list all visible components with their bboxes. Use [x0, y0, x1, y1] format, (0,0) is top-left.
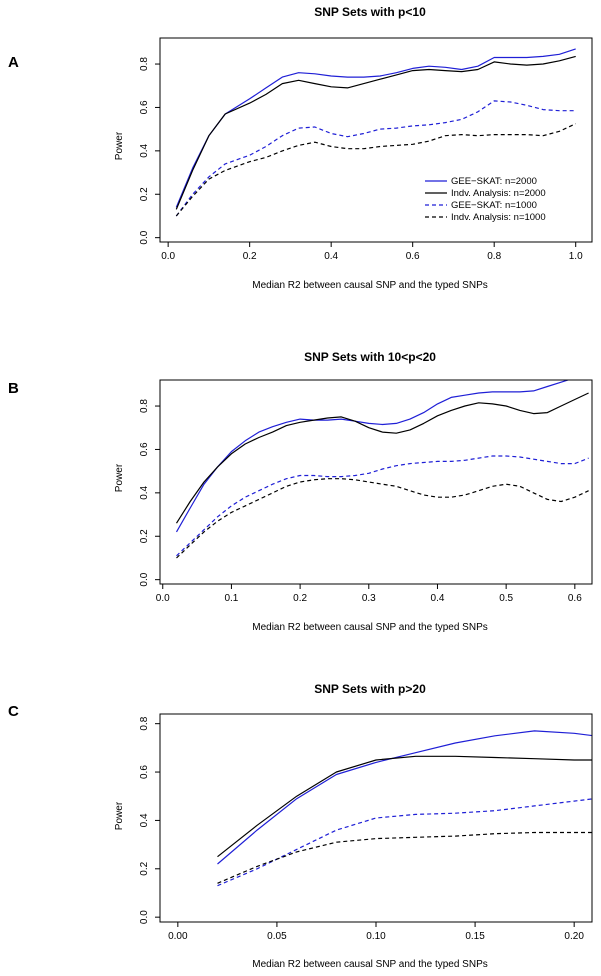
panel-c-plot-area — [217, 730, 592, 887]
x-tick-label: 0.10 — [366, 931, 386, 942]
series-line-gee-skat-1000 — [176, 455, 589, 557]
x-tick-label: 0.8 — [487, 251, 501, 262]
panel-label-c: C — [8, 703, 19, 720]
series-line-indv-analysis-1000 — [176, 478, 589, 559]
x-tick-label: 0.6 — [568, 593, 582, 604]
y-tick-label: 0.0 — [139, 910, 150, 924]
legend-label-gee-skat-2000: GEE−SKAT: n=2000 — [451, 176, 537, 187]
x-tick-label: 0.2 — [293, 593, 307, 604]
y-tick-label: 0.0 — [139, 572, 150, 586]
y-tick-label: 0.0 — [139, 230, 150, 244]
panel-a-plot-area — [175, 48, 576, 217]
x-tick-label: 0.0 — [156, 593, 170, 604]
x-tick-label: 0.6 — [406, 251, 420, 262]
y-tick-label: 0.4 — [139, 813, 150, 827]
panel-b-plot-area — [175, 380, 589, 559]
x-tick-label: 0.20 — [564, 931, 584, 942]
y-tick-label: 0.8 — [139, 399, 150, 413]
panel-a-y-axis-label: Power — [114, 131, 125, 160]
panel-a-legend: GEE−SKAT: n=2000 Indv. Analysis: n=2000 … — [425, 176, 546, 223]
panel-b-title: SNP Sets with 10<p<20 — [304, 350, 436, 364]
x-tick-label: 0.0 — [161, 251, 175, 262]
x-tick-label: 0.1 — [224, 593, 238, 604]
panel-a-title: SNP Sets with p<10 — [314, 5, 426, 19]
y-tick-label: 0.4 — [139, 143, 150, 157]
series-line-indv-analysis-2000 — [175, 392, 589, 524]
panel-label-b: B — [8, 380, 19, 397]
panel-b-y-axis-label: Power — [114, 463, 125, 492]
y-tick-label: 0.8 — [139, 716, 150, 730]
series-line-gee-skat-1000 — [217, 798, 592, 887]
series-line-gee-skat-2000 — [175, 48, 576, 208]
legend-label-indv-analysis-2000: Indv. Analysis: n=2000 — [451, 188, 546, 199]
legend-label-indv-analysis-1000: Indv. Analysis: n=1000 — [451, 212, 546, 223]
panel-b-frame — [159, 379, 593, 585]
x-tick-label: 0.4 — [431, 593, 445, 604]
y-tick-label: 0.6 — [139, 765, 150, 779]
x-tick-label: 0.3 — [362, 593, 376, 604]
series-line-indv-analysis-1000 — [175, 123, 576, 217]
x-tick-label: 0.2 — [243, 251, 257, 262]
panel-label-a: A — [8, 54, 19, 71]
y-tick-label: 0.2 — [139, 529, 150, 543]
panel-c-frame — [159, 713, 593, 923]
panel-b: B SNP Sets with 10<p<20 Median R2 betwee… — [8, 350, 593, 633]
series-line-indv-analysis-1000 — [217, 831, 592, 884]
x-tick-label: 0.05 — [267, 931, 287, 942]
panel-a: A SNP Sets with p<10 Median R2 between c… — [8, 5, 593, 291]
panel-a-frame — [159, 37, 593, 243]
series-line-gee-skat-2000 — [217, 730, 592, 865]
x-tick-label: 0.4 — [324, 251, 338, 262]
panel-b-x-axis-label: Median R2 between causal SNP and the typ… — [252, 622, 488, 633]
x-tick-label: 1.0 — [569, 251, 583, 262]
panel-c: C SNP Sets with p>20 Median R2 between c… — [8, 682, 593, 970]
panel-a-x-axis-label: Median R2 between causal SNP and the typ… — [252, 280, 488, 291]
x-tick-label: 0.15 — [465, 931, 485, 942]
panel-c-y-axis-label: Power — [114, 801, 125, 830]
y-tick-label: 0.2 — [139, 187, 150, 201]
x-tick-label: 0.00 — [168, 931, 188, 942]
panel-c-title: SNP Sets with p>20 — [314, 682, 426, 696]
y-tick-label: 0.4 — [139, 485, 150, 499]
series-line-gee-skat-2000 — [175, 380, 570, 533]
series-line-indv-analysis-2000 — [175, 55, 576, 210]
series-line-indv-analysis-2000 — [217, 755, 592, 858]
legend-label-gee-skat-1000: GEE−SKAT: n=1000 — [451, 200, 537, 211]
y-tick-label: 0.8 — [139, 57, 150, 71]
y-tick-label: 0.2 — [139, 861, 150, 875]
x-tick-label: 0.5 — [499, 593, 513, 604]
panel-c-x-axis-label: Median R2 between causal SNP and the typ… — [252, 959, 488, 970]
series-line-gee-skat-1000 — [175, 100, 576, 217]
y-tick-label: 0.6 — [139, 442, 150, 456]
y-tick-label: 0.6 — [139, 100, 150, 114]
